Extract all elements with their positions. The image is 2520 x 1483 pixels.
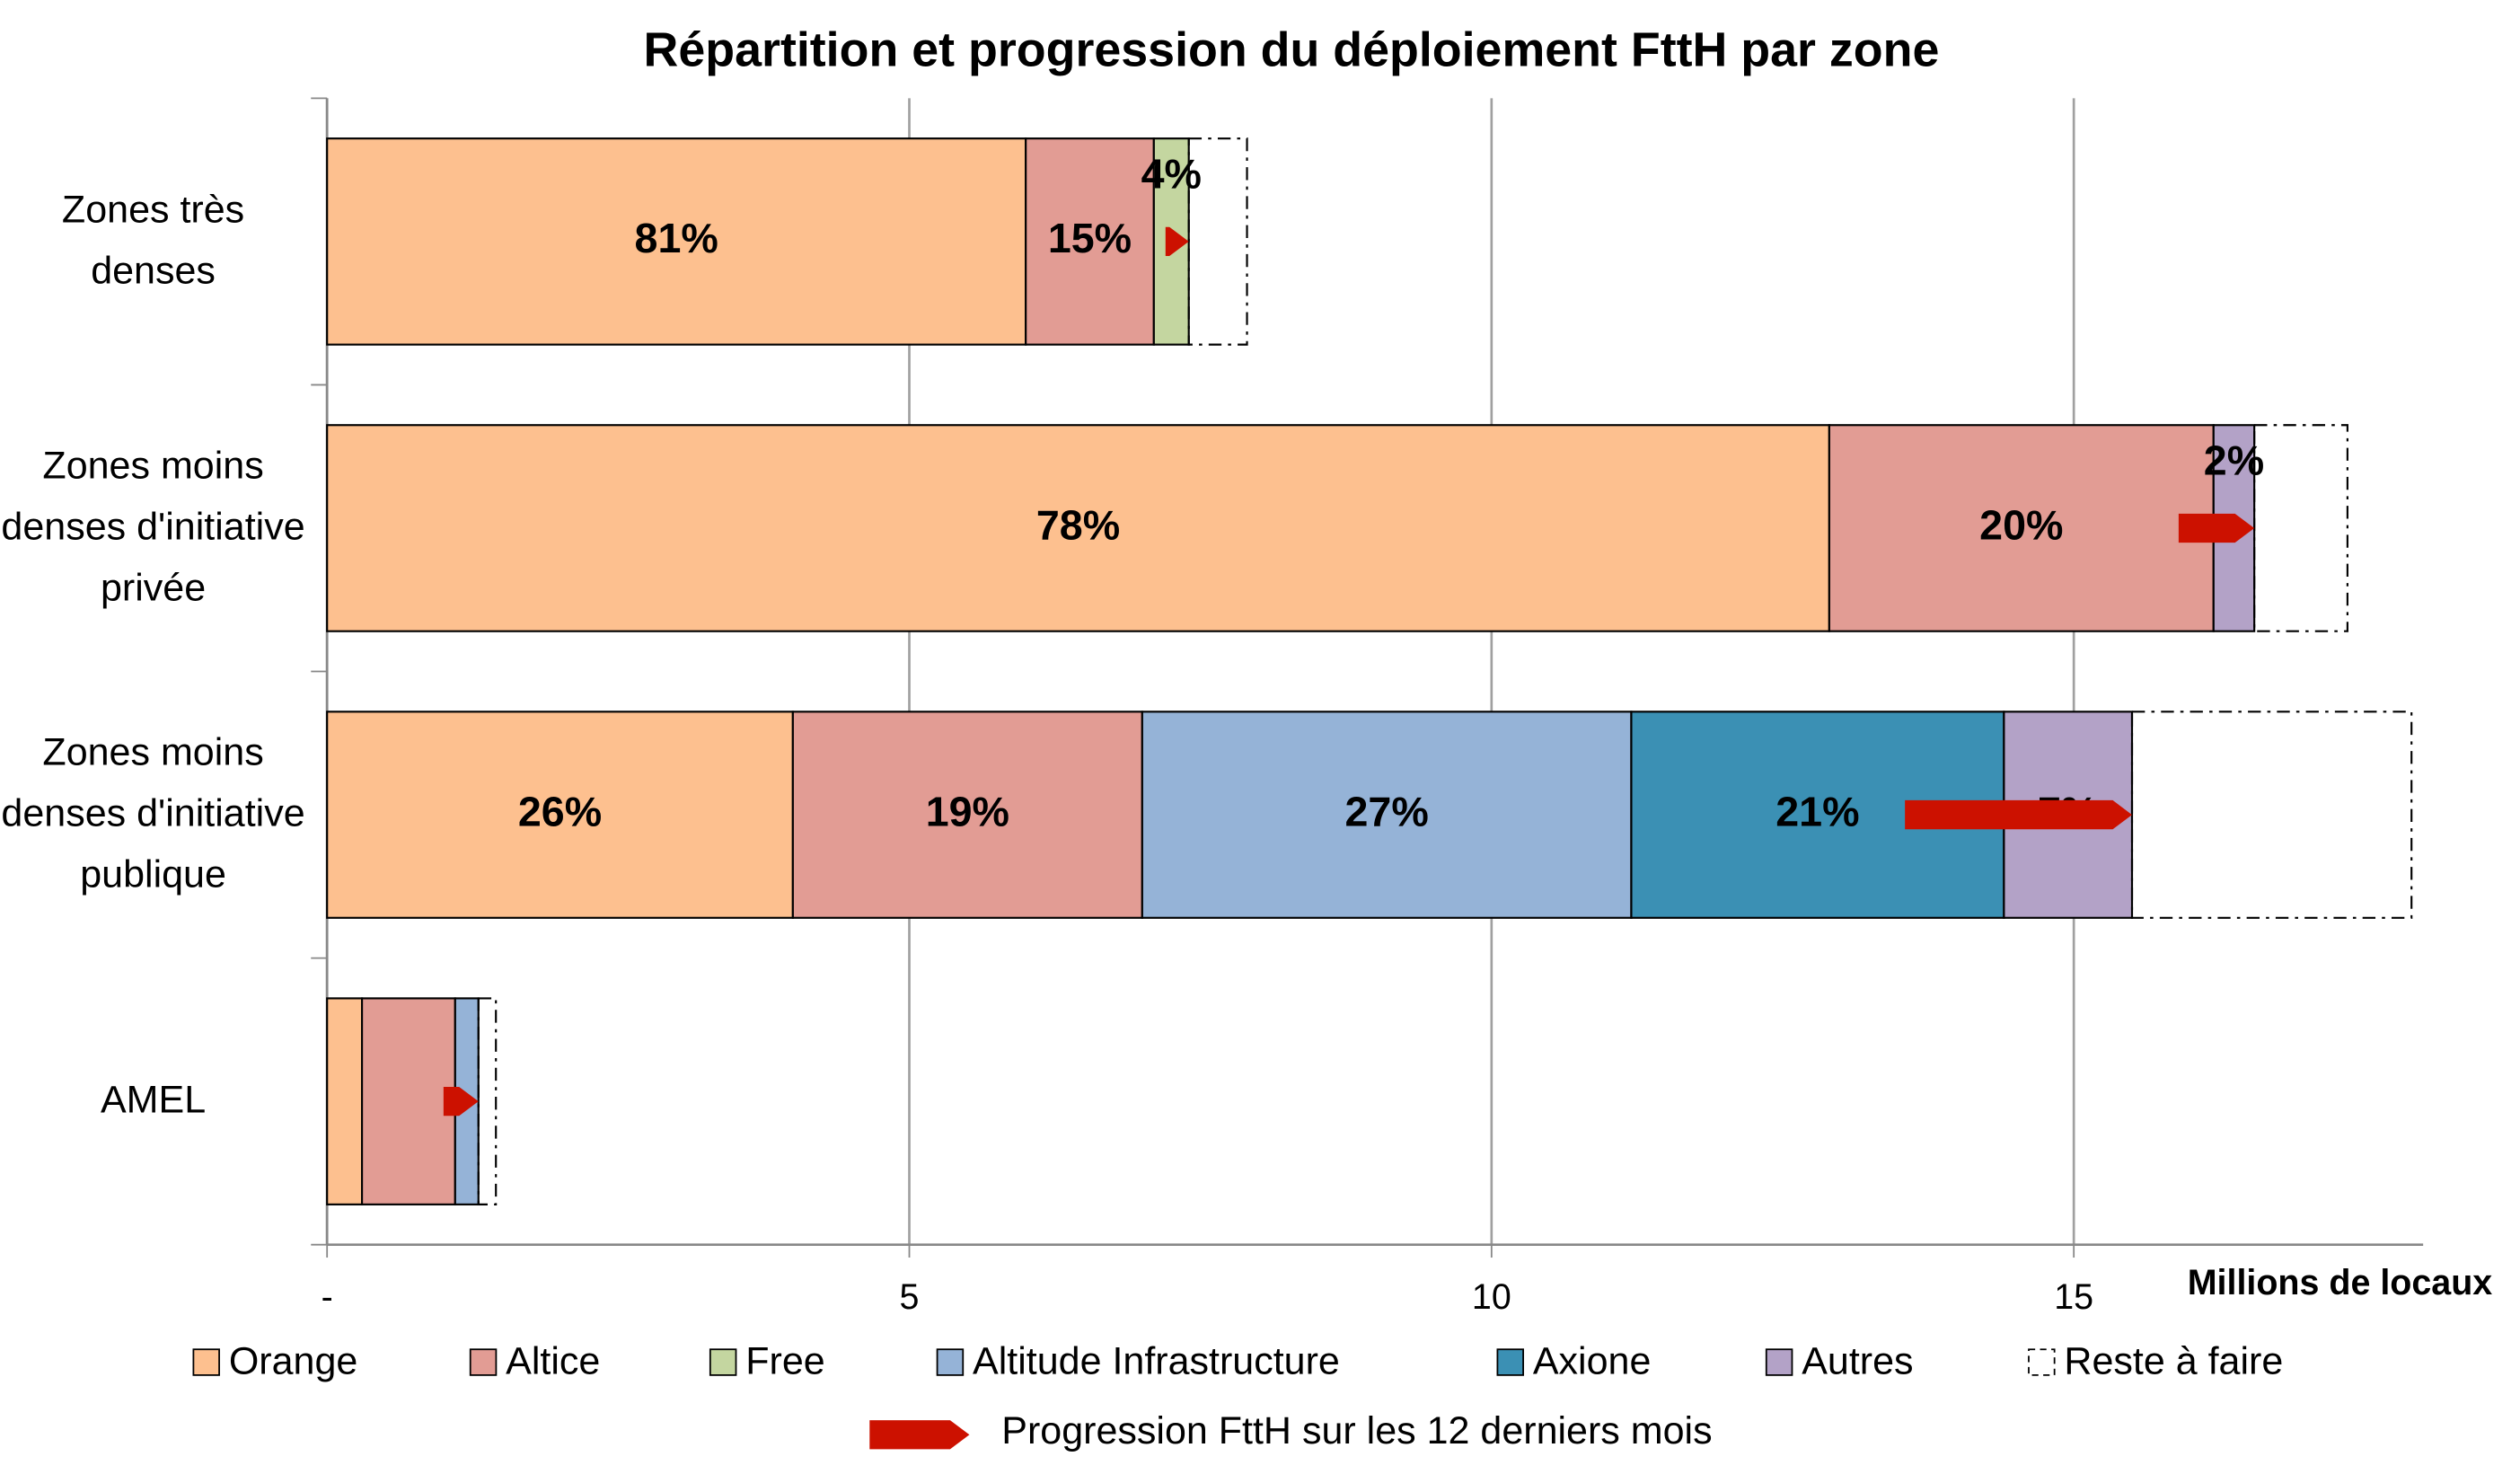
bar-segment bbox=[1141, 711, 1633, 919]
legend-label: Axione bbox=[1533, 1340, 1652, 1383]
bar-segment bbox=[326, 711, 794, 919]
progression-arrow bbox=[2178, 513, 2255, 543]
bar-segment bbox=[361, 997, 456, 1205]
legend-label: Progression FttH sur les 12 derniers moi… bbox=[1001, 1409, 1712, 1452]
y-tick-label: Zones très denses bbox=[61, 188, 245, 294]
data-label: 15% bbox=[1048, 215, 1132, 261]
x-tick-label: 5 bbox=[900, 1277, 920, 1317]
category-label-box: Zones très denses bbox=[61, 188, 245, 294]
legend-swatch bbox=[2028, 1348, 2056, 1376]
legend-swatch bbox=[1496, 1348, 1524, 1376]
legend-swatch bbox=[192, 1348, 220, 1376]
x-tick-label: 15 bbox=[2054, 1277, 2093, 1317]
legend-label: Reste à faire bbox=[2064, 1340, 2283, 1383]
remaining-segment bbox=[477, 997, 498, 1205]
category-label-box: Zones moins denses d'initiative publique bbox=[1, 730, 305, 897]
y-tick-label: Zones moins denses d'initiative publique bbox=[1, 730, 305, 897]
bar-segment bbox=[326, 137, 1027, 346]
data-label: 19% bbox=[926, 788, 1009, 834]
bar-segment bbox=[326, 424, 1830, 632]
legend-label: Orange bbox=[229, 1340, 357, 1383]
legend-swatch bbox=[709, 1348, 737, 1376]
category-label-box: AMEL bbox=[100, 1079, 207, 1123]
x-axis-label: Millions de locaux bbox=[2188, 1263, 2493, 1302]
legend-label: Altitude Infrastructure bbox=[973, 1340, 1340, 1383]
data-label: 20% bbox=[1979, 501, 2063, 548]
remaining-segment bbox=[2130, 711, 2413, 919]
data-label: 4% bbox=[1141, 151, 1202, 198]
category-label-box: Zones moins denses d'initiative privée bbox=[1, 444, 305, 611]
legend-label: Autres bbox=[1802, 1340, 1913, 1383]
legend-swatch bbox=[1765, 1348, 1793, 1376]
legend-label: Free bbox=[745, 1340, 824, 1383]
legend-arrow bbox=[869, 1420, 970, 1450]
chart-title: Répartition et progression du déploiemen… bbox=[644, 22, 1940, 76]
y-tick-label: AMEL bbox=[100, 1079, 207, 1123]
data-label: 78% bbox=[1036, 501, 1120, 548]
progression-arrow bbox=[443, 1087, 479, 1117]
data-label: 81% bbox=[635, 215, 718, 261]
progression-arrow bbox=[1905, 799, 2133, 830]
legend-label: Altice bbox=[506, 1340, 600, 1383]
data-label: 27% bbox=[1345, 788, 1429, 834]
data-label: 21% bbox=[1775, 788, 1859, 834]
progression-arrow bbox=[1165, 226, 1189, 257]
x-tick-label: 10 bbox=[1472, 1277, 1511, 1317]
x-tick-label: - bbox=[322, 1277, 333, 1317]
legend-swatch bbox=[936, 1348, 965, 1376]
legend-swatch bbox=[469, 1348, 498, 1376]
bar-segment bbox=[791, 711, 1143, 919]
remaining-segment bbox=[2253, 424, 2348, 632]
bar-segment bbox=[326, 997, 364, 1205]
data-label: 26% bbox=[518, 788, 602, 834]
y-tick-label: Zones moins denses d'initiative privée bbox=[1, 444, 305, 611]
